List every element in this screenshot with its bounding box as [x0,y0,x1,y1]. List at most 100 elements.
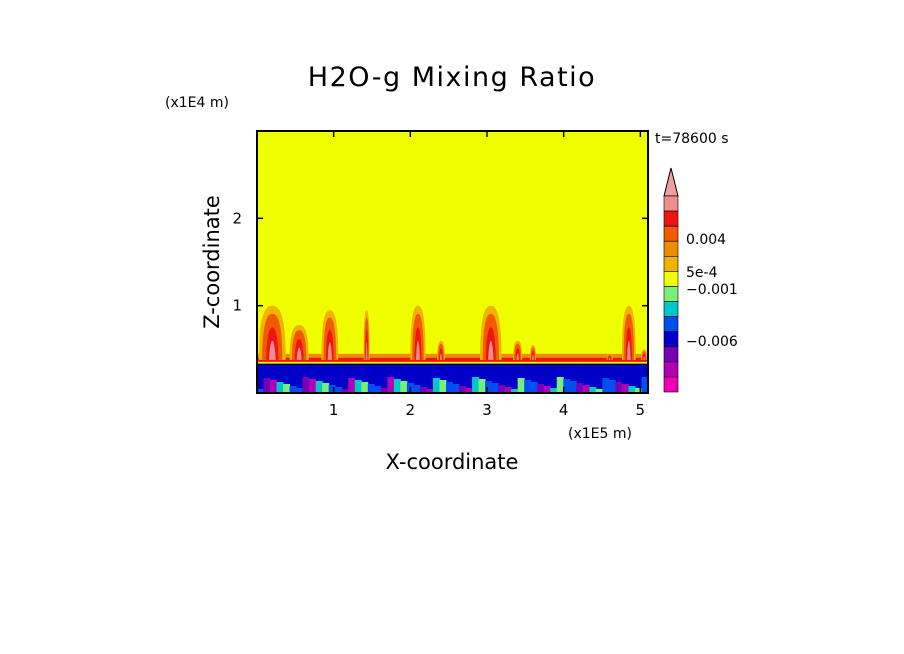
surface-patch [335,387,343,393]
plume-center [327,342,332,360]
colorbar-arrow [663,167,679,197]
x-tick-label: 3 [482,401,492,419]
plume-center [296,347,302,360]
boundary-core [257,357,648,362]
plume-center [268,340,276,360]
surface-patch [432,378,440,393]
colorbar-swatch [663,331,679,348]
plume-layer [257,305,648,362]
surface-patch [543,386,551,393]
surface-patch [315,381,323,393]
surface-patch [634,388,642,393]
colorbar-swatch [663,286,679,302]
y-scale-label: (x1E4 m) [165,95,229,111]
plot-background [257,131,648,393]
x-tick-label: 4 [559,401,569,419]
surface-patch [459,386,467,393]
surface-patch [615,382,623,393]
surface-patch [328,385,336,393]
plume-center [416,340,420,360]
surface-patch [550,388,558,393]
plume-center [532,354,534,360]
surface-patch [530,382,538,393]
surface-patch [472,377,480,393]
surface-patch [257,389,265,393]
surface-patch [354,380,362,393]
chart-title: H2O-g Mixing Ratio [308,62,596,93]
x-axis-ticks: 1 2 3 4 5 [329,131,645,419]
surface-patch [563,379,571,393]
x-scale-label: (x1E5 m) [568,426,632,442]
colorbar-swatch [663,195,679,212]
colorbar-swatch [663,210,679,227]
surface-patch [296,388,304,393]
surface-patch [439,380,447,393]
plume-center [365,342,368,360]
plot-area [256,130,649,394]
surface-patch [517,378,525,393]
colorbar-swatch [663,271,679,287]
surface-patch [537,384,545,393]
colorbar-swatch [663,225,679,242]
surface-patch [400,381,408,393]
surface-patch [621,384,629,393]
surface-patch [283,384,291,393]
time-label: t=78600 s [655,131,729,147]
surface-patch [478,379,486,393]
surface-patch [504,387,512,393]
surface-patch [452,384,460,393]
y-axis-label: Z-coordinate [200,195,224,329]
surface-patch [341,389,349,393]
surface-patch [413,385,421,393]
surface-patch [361,382,369,393]
surface-patch [589,387,597,393]
surface-patch [445,382,453,393]
colorbar-labels: 0.004 5e-4 −0.001 −0.006 [686,232,738,350]
surface-patch [322,383,330,393]
surface-patch [582,385,590,393]
x-axis-label: X-coordinate [386,450,519,474]
surface-patch [289,386,297,393]
colorbar-swatch [663,240,679,257]
x-tick-label: 2 [406,401,416,419]
surface-patch [485,381,493,393]
plot-frame [256,130,649,394]
surface-patch [426,389,434,393]
surface-patch [380,388,388,393]
surface-patch [419,387,427,393]
surface-patch [641,377,649,393]
surface-patch [387,377,395,393]
surface-patch [556,377,564,393]
surface-patch [367,384,375,393]
colorbar-swatch [663,376,679,393]
y-tick-label: 1 [232,297,242,315]
surface-patch [608,380,616,393]
surface-patch [263,378,271,393]
surface-patch [595,389,603,393]
x-tick-label: 5 [636,401,646,419]
y-tick-label: 2 [232,209,242,227]
surface-patch [465,388,473,393]
colorbar-label: −0.001 [686,282,738,298]
surface-patch [576,383,584,393]
surface-patch [309,379,317,393]
surface-patch [602,378,610,393]
colorbar-label: 5e-4 [686,265,718,281]
surface-patch [569,381,577,393]
surface-patch [276,382,284,393]
plume-center [516,353,519,360]
surface-patch [348,378,356,393]
colorbar-swatch [663,346,679,363]
surface-patch [491,383,499,393]
plume-center [488,340,494,360]
surface-patch [498,385,506,393]
colorbar-label: −0.006 [686,334,738,350]
colorbar-label: 0.004 [686,232,726,248]
surface-patch [374,386,382,393]
plume-center [627,340,631,360]
plume-center [608,357,611,360]
surface-patch [302,377,310,393]
colorbar-swatch [663,361,679,378]
surface-patch [511,389,519,393]
